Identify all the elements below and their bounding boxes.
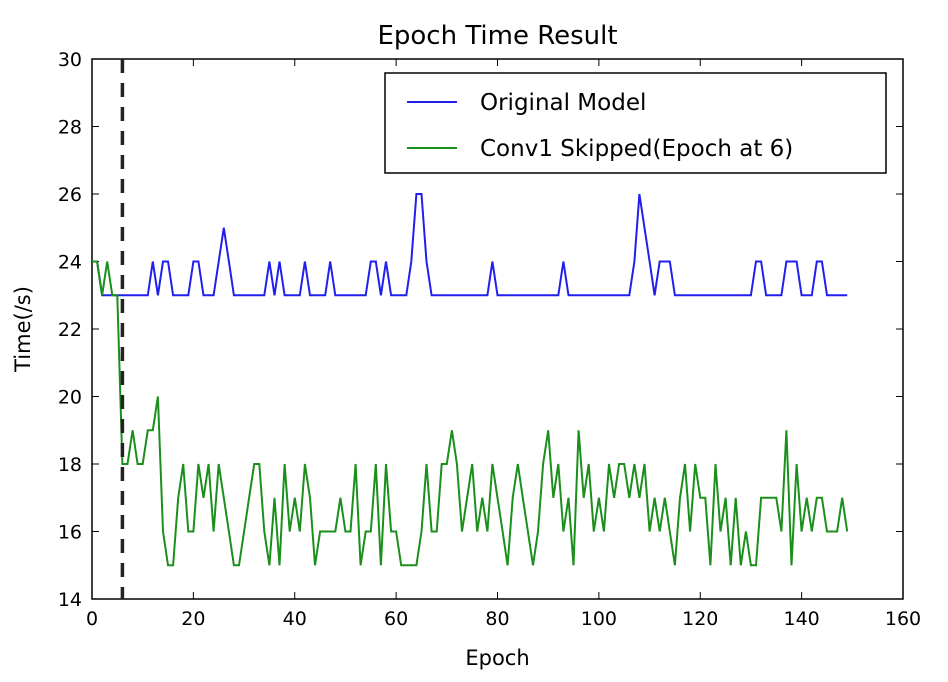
x-tick-label: 0 <box>86 608 98 630</box>
x-tick-label: 120 <box>682 608 718 630</box>
x-tick-label: 100 <box>581 608 617 630</box>
x-tick-label: 160 <box>885 608 921 630</box>
y-tick-label: 14 <box>58 589 82 611</box>
series-line-1 <box>92 193 848 297</box>
legend: Original Model Conv1 Skipped(Epoch at 6) <box>384 72 887 174</box>
y-tick-label: 24 <box>58 252 82 274</box>
legend-box <box>384 72 887 174</box>
chart-title: Epoch Time Result <box>377 21 617 51</box>
x-tick-label: 80 <box>485 608 509 630</box>
x-tick-label: 20 <box>181 608 205 630</box>
x-tick-label: 140 <box>783 608 819 630</box>
y-tick-label: 30 <box>58 49 82 71</box>
y-tick-label: 22 <box>58 319 82 341</box>
y-tick-label: 18 <box>58 454 82 476</box>
x-tick-label: 40 <box>283 608 307 630</box>
legend-label-2: Conv1 Skipped(Epoch at 6) <box>480 136 793 162</box>
x-axis-label: Epoch <box>465 646 529 670</box>
plot-area: 0 20 40 60 80 100 120 140 160 14 16 18 20 22 24 26 28 30 <box>58 49 921 630</box>
x-tick-label: 60 <box>384 608 408 630</box>
y-tick-label: 16 <box>58 522 82 544</box>
y-tick-label: 26 <box>58 184 82 206</box>
legend-label-1: Original Model <box>480 90 646 116</box>
y-tick-label: 28 <box>58 117 82 139</box>
y-tick-label: 20 <box>58 387 82 409</box>
y-axis-label: Time(/s) <box>11 286 35 373</box>
series-line-2 <box>92 260 849 567</box>
